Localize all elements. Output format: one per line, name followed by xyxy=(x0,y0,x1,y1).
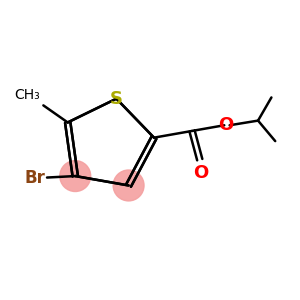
Text: S: S xyxy=(110,90,123,108)
Text: O: O xyxy=(194,164,209,182)
Circle shape xyxy=(113,170,144,201)
Circle shape xyxy=(60,160,91,191)
Text: CH₃: CH₃ xyxy=(15,88,40,102)
Text: Br: Br xyxy=(25,169,46,187)
Text: O: O xyxy=(218,116,233,134)
